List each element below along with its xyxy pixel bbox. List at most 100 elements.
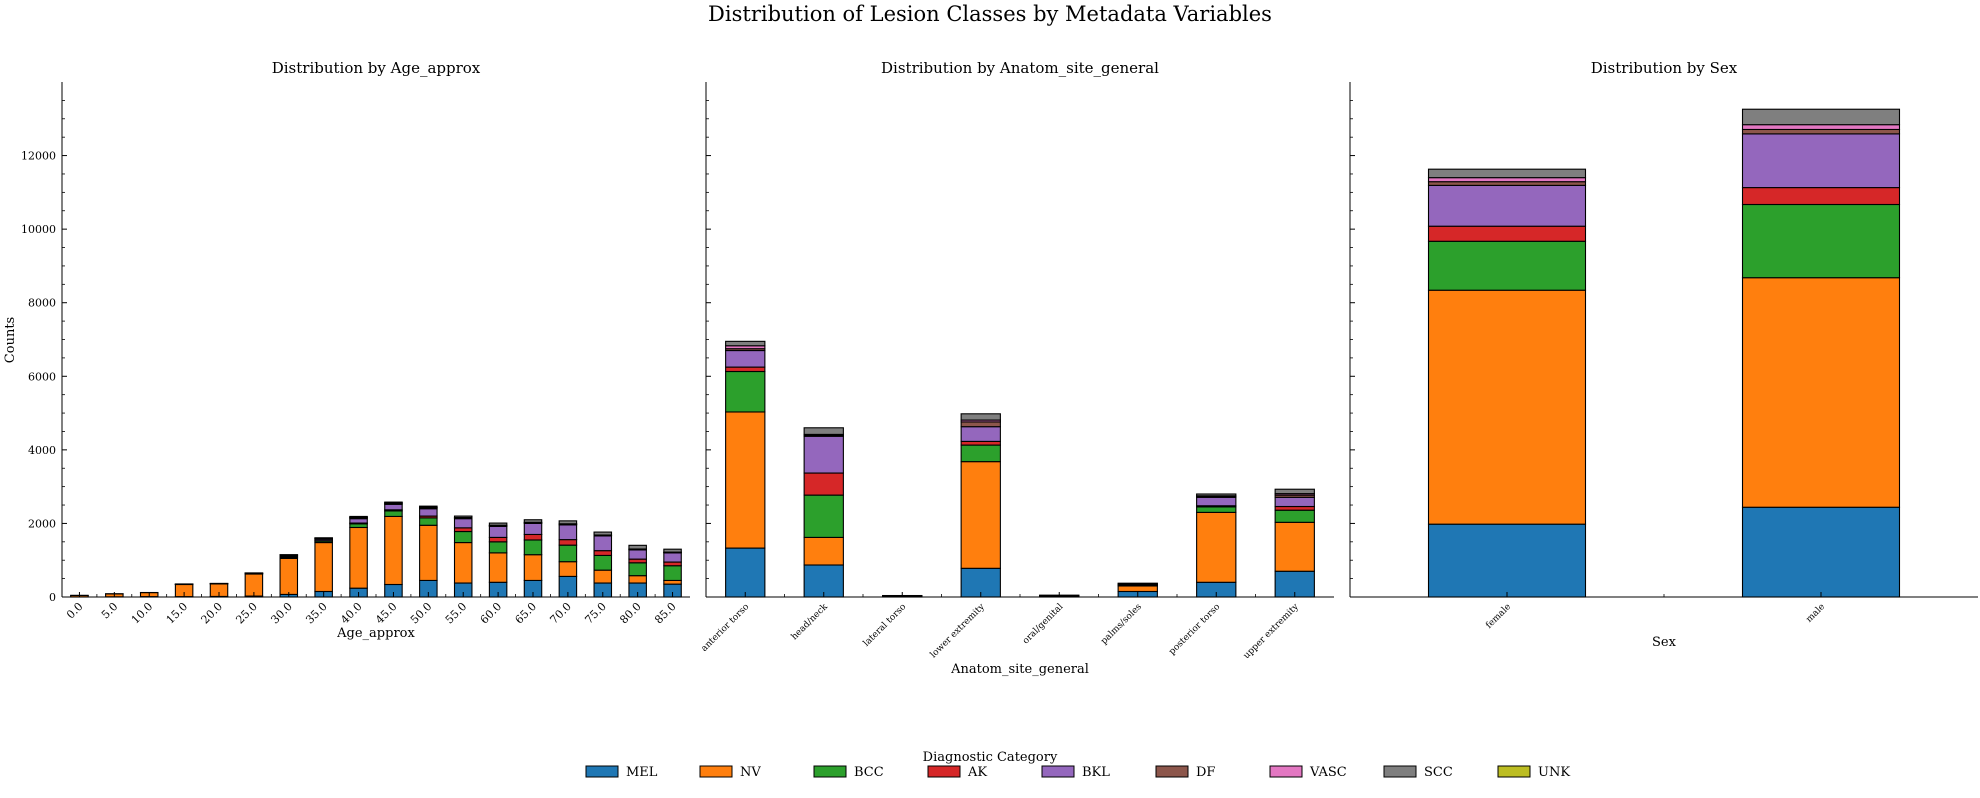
- x-tick-label: 75.0: [582, 600, 609, 627]
- legend-swatch: [700, 766, 732, 777]
- bar-bcc: [961, 445, 1000, 462]
- bar-bcc: [629, 563, 646, 576]
- panels: Distribution by Age_approx02000400060008…: [21, 59, 1978, 677]
- x-axis-label: Age_approx: [336, 626, 415, 641]
- x-tick-label: 40.0: [338, 600, 365, 627]
- bar-nv: [594, 570, 611, 583]
- bar-ak: [594, 551, 611, 556]
- bar-bkl: [664, 553, 681, 562]
- bar-ak: [961, 441, 1000, 445]
- bar-bcc: [1743, 204, 1900, 277]
- bar-bcc: [420, 518, 437, 525]
- bar-nv: [804, 537, 843, 565]
- bar-scc: [350, 516, 367, 517]
- x-tick-label: upper extremity: [1242, 601, 1302, 661]
- bar-bkl: [594, 536, 611, 551]
- x-tick-label: 45.0: [373, 600, 400, 627]
- bar-nv: [559, 562, 576, 577]
- bar-nv: [455, 543, 472, 583]
- panel-2: Distribution by Anatom_site_generalanter…: [700, 59, 1334, 677]
- bar-bcc: [1197, 507, 1236, 513]
- legend-item-ak: AK: [928, 765, 987, 780]
- bar-ak: [804, 473, 843, 495]
- bar-mel: [726, 548, 765, 597]
- legend-item-scc: SCC: [1384, 765, 1453, 780]
- bar-bkl: [524, 523, 541, 534]
- x-tick-label: 0.0: [64, 600, 86, 622]
- bar-scc: [1429, 169, 1586, 177]
- bar-scc: [489, 523, 506, 525]
- legend-swatch: [1042, 766, 1074, 777]
- legend-item-nv: NV: [700, 765, 761, 780]
- x-tick-label: 35.0: [303, 600, 330, 627]
- bar-bcc: [524, 540, 541, 555]
- y-axis-label: Counts: [3, 317, 18, 363]
- bar-bcc: [385, 511, 402, 517]
- bar-bkl: [489, 526, 506, 537]
- x-tick-label: lateral torso: [862, 602, 909, 649]
- bar-df: [961, 422, 1000, 427]
- legend-swatch: [1156, 766, 1188, 777]
- panel-title: Distribution by Sex: [1591, 59, 1738, 77]
- legend-label: AK: [967, 765, 987, 780]
- bar-scc: [524, 520, 541, 523]
- bar-mel: [1429, 524, 1586, 597]
- legend-swatch: [1384, 766, 1416, 777]
- bar-nv: [726, 412, 765, 548]
- bar-bcc: [664, 566, 681, 581]
- legend-label: SCC: [1424, 765, 1453, 780]
- bar-bkl: [961, 427, 1000, 442]
- y-tick-label: 0: [49, 591, 56, 604]
- bar-scc: [1275, 489, 1314, 493]
- bar-bkl: [1275, 497, 1314, 506]
- bar-bcc: [726, 372, 765, 412]
- bar-nv: [1429, 290, 1586, 524]
- bar-scc: [726, 341, 765, 345]
- bar-scc: [629, 545, 646, 549]
- bar-df: [1743, 129, 1900, 133]
- x-tick-label: 65.0: [513, 600, 540, 627]
- bar-ak: [664, 562, 681, 566]
- y-tick-label: 4000: [28, 444, 56, 457]
- bar-nv: [350, 527, 367, 588]
- x-tick-label: 10.0: [129, 600, 156, 627]
- bar-df: [1429, 182, 1586, 186]
- bar-nv: [1743, 278, 1900, 508]
- legend-swatch: [928, 766, 960, 777]
- x-tick-label: 80.0: [617, 600, 644, 627]
- legend-swatch: [1270, 766, 1302, 777]
- bar-scc: [1118, 583, 1157, 584]
- bar-bkl: [1197, 497, 1236, 505]
- bar-ak: [455, 528, 472, 532]
- legend-label: DF: [1196, 765, 1215, 780]
- bar-bkl: [804, 436, 843, 473]
- bar-ak: [726, 367, 765, 371]
- bar-ak: [1275, 507, 1314, 511]
- x-tick-label: male: [1804, 602, 1827, 625]
- legend-swatch: [586, 766, 618, 777]
- bar-bkl: [350, 519, 367, 523]
- legend-label: UNK: [1538, 765, 1570, 780]
- bar-nv: [664, 580, 681, 584]
- x-tick-label: 25.0: [233, 600, 260, 627]
- bar-scc: [804, 428, 843, 435]
- legend-item-df: DF: [1156, 765, 1215, 780]
- bar-vasc: [1429, 178, 1586, 182]
- bar-nv: [1275, 522, 1314, 571]
- legend-label: BKL: [1082, 765, 1110, 780]
- bar-bcc: [350, 524, 367, 528]
- figure-title: Distribution of Lesion Classes by Metada…: [708, 2, 1272, 26]
- bar-bkl: [455, 519, 472, 528]
- bar-nv: [1118, 586, 1157, 592]
- bar-scc: [455, 516, 472, 517]
- x-tick-label: 85.0: [652, 600, 679, 627]
- x-tick-label: 60.0: [478, 600, 505, 627]
- bar-nv: [489, 553, 506, 582]
- x-tick-label: lower extremity: [929, 601, 988, 660]
- bar-bkl: [385, 504, 402, 510]
- x-axis-label: Anatom_site_general: [950, 662, 1089, 677]
